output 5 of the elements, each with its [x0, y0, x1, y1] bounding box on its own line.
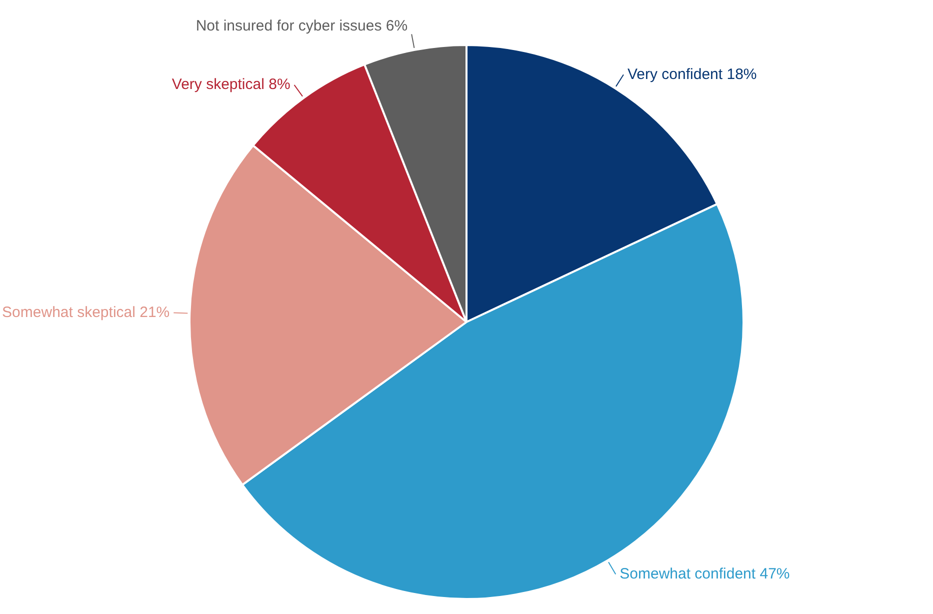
slice-label: Somewhat skeptical 21%: [2, 304, 170, 321]
slice-label: Not insured for cyber issues 6%: [196, 17, 408, 34]
slice-label: Somewhat confident 47%: [620, 565, 790, 582]
slice-label: Very skeptical 8%: [172, 76, 290, 94]
slice-label: Very confident 18%: [627, 66, 757, 83]
